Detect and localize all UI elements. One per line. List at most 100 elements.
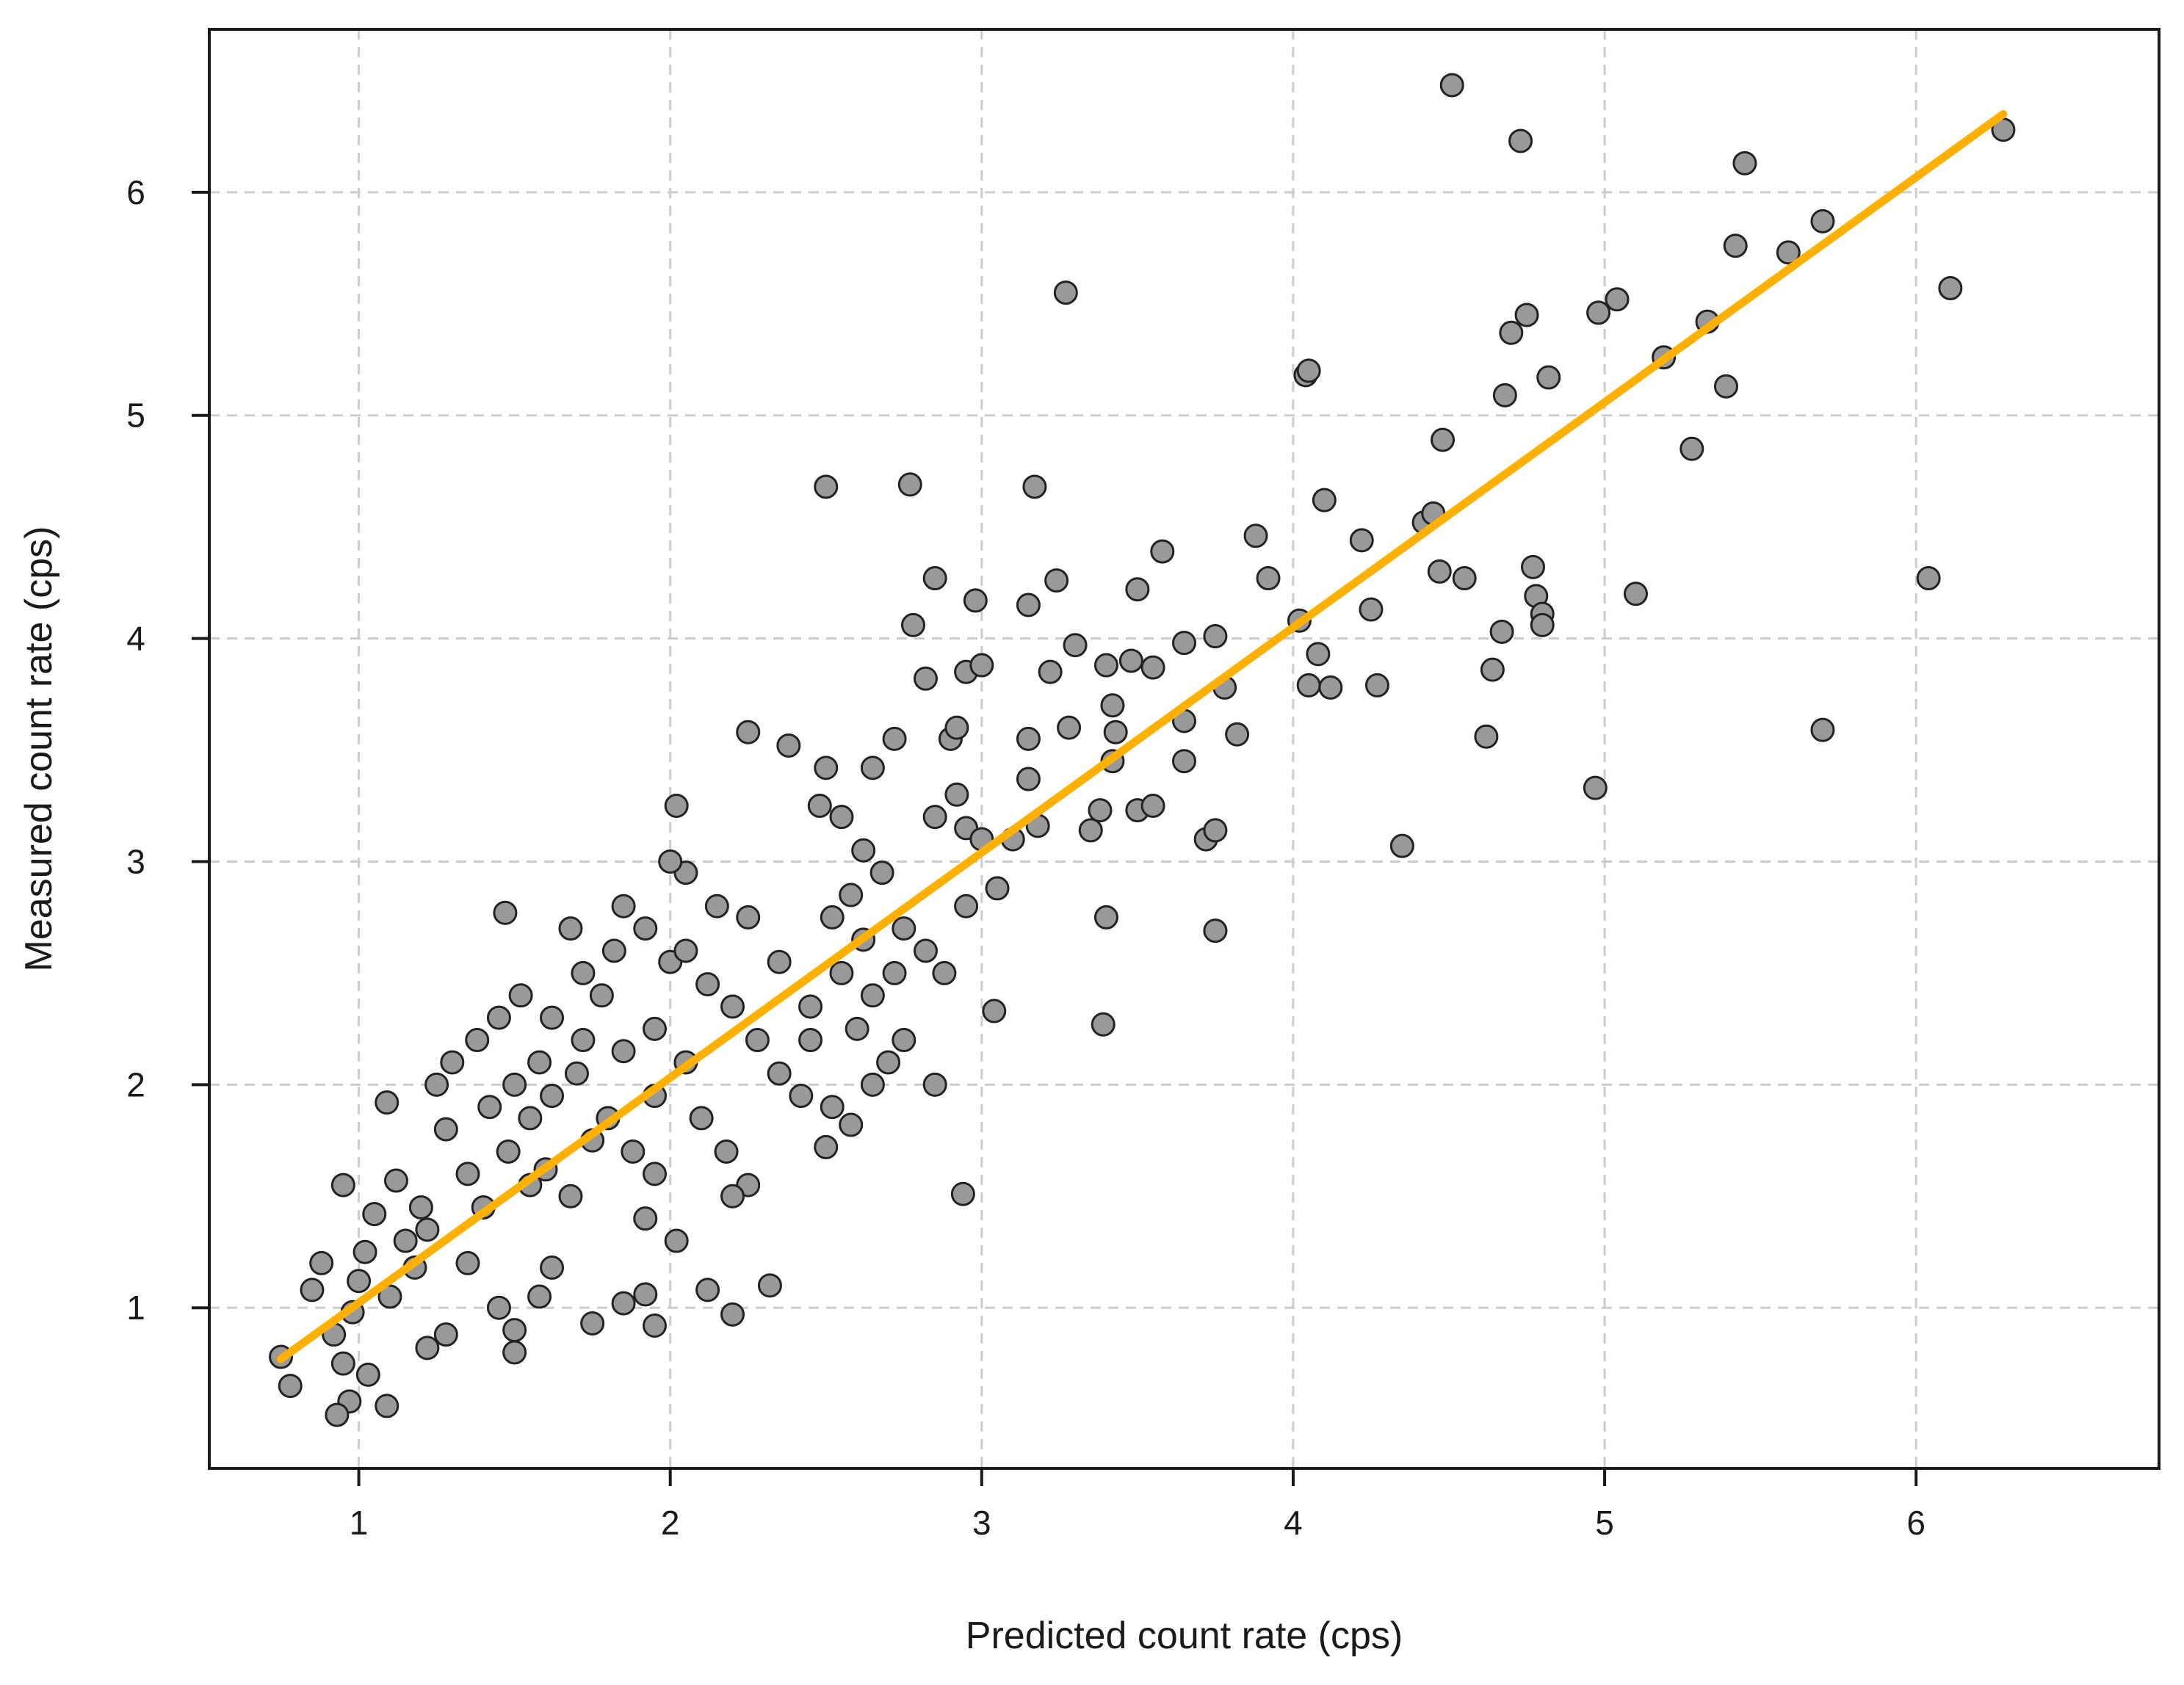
data-point — [913, 666, 938, 691]
data-point — [558, 916, 583, 941]
data-point — [664, 793, 689, 818]
data-point — [611, 894, 636, 918]
data-point — [518, 1106, 543, 1131]
data-point — [922, 566, 947, 591]
data-point — [704, 894, 729, 918]
data-point — [954, 894, 979, 918]
data-point — [455, 1162, 480, 1186]
data-point — [580, 1311, 605, 1336]
data-point — [330, 1351, 355, 1376]
data-point — [1150, 539, 1175, 564]
data-point — [1312, 488, 1337, 512]
data-point — [571, 1028, 596, 1053]
data-point — [1100, 693, 1125, 718]
data-point — [736, 720, 761, 744]
data-point — [1140, 655, 1165, 680]
data-point — [767, 1061, 792, 1086]
data-point — [415, 1336, 440, 1360]
data-point — [486, 1005, 511, 1030]
data-point — [1243, 523, 1268, 548]
data-point — [892, 1028, 916, 1053]
data-point — [375, 1394, 399, 1418]
data-point — [300, 1278, 325, 1302]
data-point — [601, 938, 626, 963]
data-point — [839, 883, 864, 907]
data-point — [1125, 577, 1150, 602]
data-point — [540, 1005, 565, 1030]
data-point — [1389, 833, 1414, 858]
data-point — [502, 1072, 527, 1097]
data-point — [673, 938, 698, 963]
y-tick-label: 6 — [126, 173, 145, 211]
data-point — [876, 1050, 901, 1075]
data-point — [1088, 798, 1113, 823]
data-point — [1078, 818, 1103, 843]
data-point — [695, 1278, 720, 1302]
data-point — [486, 1295, 511, 1320]
data-point — [493, 900, 518, 925]
data-point — [944, 782, 969, 807]
data-point — [325, 1402, 350, 1427]
data-point — [355, 1362, 380, 1387]
data-point — [720, 994, 745, 1019]
data-point — [1359, 597, 1384, 622]
data-point — [1732, 151, 1757, 175]
data-point — [527, 1050, 552, 1075]
data-point — [985, 876, 1010, 901]
data-point — [798, 994, 823, 1019]
data-point — [922, 805, 947, 830]
data-point — [1022, 474, 1047, 499]
data-point — [1140, 793, 1165, 818]
data-point — [1810, 717, 1835, 742]
data-point — [1474, 724, 1499, 749]
data-point — [1536, 365, 1561, 390]
x-tick-label: 1 — [350, 1504, 369, 1542]
data-point — [664, 1228, 689, 1253]
data-point — [882, 960, 907, 985]
plot-frame — [208, 28, 2161, 1470]
data-point — [1489, 619, 1514, 644]
data-point — [502, 1340, 527, 1365]
data-point — [892, 916, 916, 941]
data-point — [309, 1250, 334, 1275]
data-point — [508, 983, 533, 1008]
data-point — [1679, 436, 1704, 461]
data-point — [1810, 209, 1835, 233]
data-point — [1103, 720, 1128, 744]
data-point — [1063, 633, 1088, 658]
data-point — [922, 1072, 947, 1097]
x-tick-label: 6 — [1906, 1504, 1926, 1542]
data-point — [860, 755, 885, 780]
data-point — [1016, 593, 1041, 617]
data-point — [527, 1284, 552, 1309]
data-point — [814, 1134, 839, 1159]
data-point — [1439, 73, 1464, 98]
data-point — [1318, 675, 1343, 700]
data-point — [1256, 566, 1281, 591]
data-point — [611, 1039, 636, 1064]
data-point — [807, 793, 832, 818]
data-point — [714, 1139, 739, 1164]
data-point — [352, 1239, 377, 1264]
data-point — [1203, 818, 1228, 843]
x-axis-title: Predicted count rate (cps) — [966, 1615, 1403, 1657]
data-point — [1057, 715, 1082, 740]
data-point — [845, 1016, 869, 1041]
data-point — [963, 588, 988, 613]
data-point — [1016, 767, 1041, 791]
data-point — [642, 1016, 667, 1041]
data-point — [633, 916, 658, 941]
data-point — [440, 1050, 465, 1075]
data-point — [1514, 302, 1539, 327]
data-point — [814, 474, 839, 499]
data-point — [564, 1061, 589, 1086]
data-point — [820, 905, 845, 930]
y-axis-title: Measured count rate (cps) — [18, 526, 60, 972]
data-point — [901, 612, 926, 637]
data-point — [1431, 427, 1456, 452]
y-tick-label: 4 — [126, 620, 145, 658]
data-point — [932, 960, 957, 985]
data-point — [589, 983, 614, 1008]
data-point — [377, 1284, 402, 1309]
data-point — [1521, 554, 1546, 579]
